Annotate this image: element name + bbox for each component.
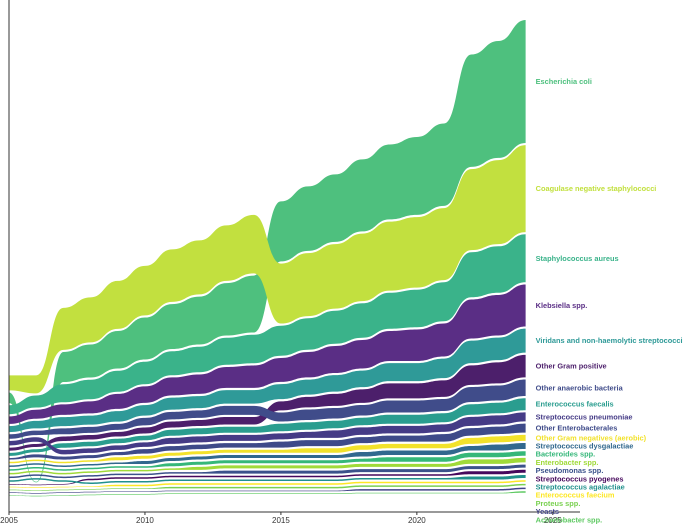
x-ticks: 2005 2010 2015 2020 2025 [0, 512, 562, 524]
label-streptococcus-agalactiae: Streptococcus agalactiae [536, 483, 625, 492]
label-other-enterobacterales: Other Enterobacterales [536, 424, 618, 433]
band-yeasts [9, 487, 526, 494]
band-enterococcus-faecium [9, 480, 526, 488]
series-labels: Escherichia coli Coagulase negative staph… [536, 77, 683, 524]
label-enterococcus-faecalis: Enterococcus faecalis [536, 400, 614, 409]
label-staphylococcus-aureus: Staphylococcus aureus [536, 254, 619, 263]
label-acinetobacter-spp: Acinetobacter spp. [536, 515, 603, 524]
band-other-anaerobic-bacteria [9, 379, 526, 439]
label-coagulase-negative-staphylococci: Coagulase negative staphylococci [536, 184, 657, 193]
label-other-anaerobic-bacteria: Other anaerobic bacteria [536, 383, 624, 392]
band-streptococcus-agalactiae [9, 475, 526, 484]
band-streptococcus-pneumoniae [9, 412, 526, 455]
axes [8, 0, 580, 513]
label-streptococcus-dysgalactiae: Streptococcus dysgalactiae [536, 442, 634, 451]
label-escherichia-coli: Escherichia coli [536, 77, 592, 86]
x-tick-label-2010: 2010 [136, 516, 154, 524]
band-staphylococcus-aureus [9, 234, 526, 415]
band-acinetobacter-spp [9, 491, 526, 497]
band-other-gram-negatives-aerobic [9, 434, 526, 464]
label-proteus-spp: Proteus spp. [536, 499, 581, 508]
band-streptococcus-pyogenes [9, 469, 526, 486]
band-coagulase-negative-staphylococci [9, 145, 526, 394]
label-other-gram-positive: Other Gram positive [536, 362, 607, 371]
label-streptococcus-pneumoniae: Streptococcus pneumoniae [536, 412, 633, 421]
label-viridans-and-non-haemolytic-streptococci: Viridans and non-haemolytic streptococci [536, 336, 683, 345]
band-klebsiella-spp [9, 284, 526, 424]
label-streptococcus-pyogenes: Streptococcus pyogenes [536, 474, 624, 483]
label-bacteroides-spp: Bacteroides spp. [536, 450, 596, 459]
x-tick-label-2015: 2015 [272, 516, 290, 524]
x-tick-label-2025: 2025 [544, 516, 562, 524]
x-tick-label-2020: 2020 [408, 516, 426, 524]
label-yeasts: Yeasts [536, 507, 559, 516]
band-proteus-spp [9, 483, 526, 491]
band-enterobacter-spp [9, 457, 526, 475]
x-tick-label-2005: 2005 [0, 516, 18, 524]
band-viridans-and-non-haemolytic-streptococci [9, 328, 526, 433]
label-klebsiella-spp: Klebsiella spp. [536, 301, 588, 310]
band-bacteroides-spp [9, 451, 526, 471]
label-pseudomonas-spp: Pseudomonas spp. [536, 466, 604, 475]
label-enterococcus-faecium: Enterococcus faecium [536, 491, 615, 500]
band-streptococcus-dysgalactiae [9, 443, 526, 468]
label-enterobacter-spp: Enterobacter spp. [536, 458, 599, 467]
series-bands [9, 20, 526, 497]
band-pseudomonas-spp [9, 464, 526, 479]
band-enterococcus-faecalis [9, 398, 526, 456]
label-other-gram-negatives-aerobic: Other Gram negatives (aerobic) [536, 433, 647, 442]
band-other-enterobacterales [9, 423, 526, 460]
